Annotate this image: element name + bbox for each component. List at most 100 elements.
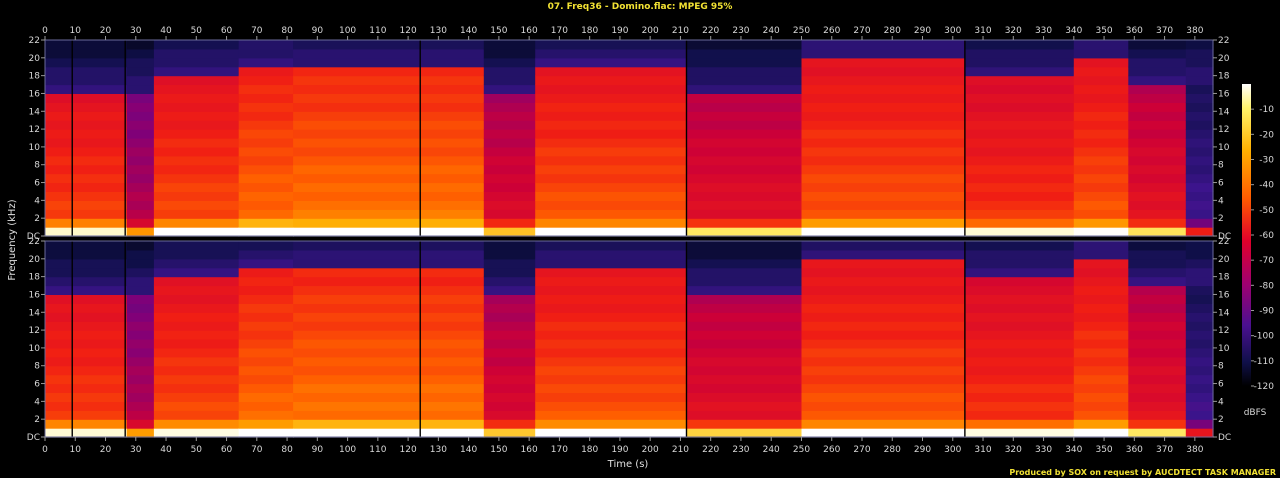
spectrogram-cell <box>1185 285 1214 295</box>
spectrogram-cell <box>801 365 966 376</box>
spectrogram-cell <box>1185 356 1214 367</box>
spectrogram-cell <box>686 428 803 438</box>
spectrogram-cell <box>126 365 155 376</box>
y-tick-label: 8 <box>34 161 40 171</box>
spectrogram-cell <box>1185 173 1214 184</box>
spectrogram-cell <box>1073 294 1129 304</box>
spectrogram-cell <box>535 200 688 210</box>
spectrogram-cell <box>1073 155 1129 166</box>
y-tick-label: 4 <box>34 397 40 407</box>
spectrogram-cell <box>483 294 536 304</box>
spectrogram-cell <box>1185 164 1214 175</box>
spectrogram-cell <box>801 258 966 269</box>
spectrogram-cell <box>483 428 536 438</box>
spectrogram-cell <box>535 191 688 201</box>
spectrogram-cell <box>153 57 240 68</box>
x-tick-label: 80 <box>281 445 293 455</box>
spectrogram-cell <box>1185 93 1214 103</box>
spectrogram-cell <box>801 392 966 402</box>
x-tick-label: 120 <box>400 26 417 36</box>
spectrogram-cell <box>964 294 1075 304</box>
spectrogram-cell <box>45 155 128 166</box>
spectrogram-cell <box>686 356 803 367</box>
spectrogram-cell <box>964 75 1075 86</box>
spectrogram-cell <box>238 40 294 50</box>
spectrogram-cell <box>801 312 966 322</box>
spectrogram-cell <box>535 339 688 349</box>
spectrogram-cell <box>293 138 485 148</box>
spectrogram-cell <box>153 241 240 251</box>
spectrogram-cell <box>45 410 128 420</box>
spectrogram-cell <box>238 383 294 393</box>
x-tick-label: 340 <box>1065 445 1082 455</box>
spectrogram-cell <box>1073 276 1129 287</box>
spectrogram-cell <box>1185 75 1214 86</box>
spectrogram-cell <box>1128 164 1187 175</box>
spectrogram-cell <box>1185 383 1214 393</box>
spectrogram-cell <box>293 401 485 411</box>
x-tick-label: 360 <box>1126 26 1143 36</box>
spectrogram-cell <box>1128 102 1187 112</box>
spectrogram-cell <box>293 339 485 349</box>
x-tick-label: 20 <box>100 445 112 455</box>
spectrogram-cell <box>45 75 128 86</box>
spectrogram-cell <box>293 374 485 385</box>
spectrogram-cell <box>126 383 155 393</box>
spectrogram-cell <box>45 356 128 367</box>
spectrogram-cell <box>1128 401 1187 411</box>
spectrogram-cell <box>45 276 128 287</box>
spectrogram-cell <box>964 392 1075 402</box>
x-tick-label: 100 <box>339 26 356 36</box>
spectrogram-cell <box>1073 312 1129 322</box>
spectrogram-cell <box>535 374 688 385</box>
spectrogram-cell <box>238 66 294 77</box>
spectrogram-cell <box>238 347 294 358</box>
spectrogram-cell <box>293 111 485 121</box>
spectrogram-cell <box>153 392 240 402</box>
spectrogram-cell <box>801 383 966 393</box>
spectrogram-cell <box>1073 93 1129 103</box>
spectrogram-cell <box>238 303 294 313</box>
spectrogram-cell <box>535 120 688 130</box>
spectrogram-cell <box>45 374 128 385</box>
x-tick-label: 290 <box>914 445 931 455</box>
spectrogram-cell <box>1073 330 1129 340</box>
spectrogram-cell <box>801 330 966 340</box>
spectrogram-cell <box>686 330 803 340</box>
x-tick-label: 380 <box>1186 445 1203 455</box>
y-tick-label: 8 <box>1218 362 1224 372</box>
spectrogram-cell <box>45 66 128 77</box>
x-tick-label: 290 <box>914 26 931 36</box>
spectrogram-cell <box>1073 303 1129 313</box>
spectrogram-cell <box>238 209 294 219</box>
y-tick-label: 16 <box>1218 89 1230 99</box>
spectrogram-cell <box>45 200 128 210</box>
spectrogram-cell <box>686 164 803 175</box>
spectrogram-cell <box>293 48 485 59</box>
spectrogram-cell <box>535 138 688 148</box>
spectrogram-cell <box>238 57 294 68</box>
spectrogram-cell <box>293 155 485 166</box>
spectrogram-cell <box>126 276 155 287</box>
spectrogram-cell <box>535 182 688 192</box>
y-tick-label: 6 <box>34 179 40 189</box>
spectrogram-cell <box>45 57 128 68</box>
x-tick-label: 70 <box>251 26 263 36</box>
spectrogram-cell <box>801 102 966 112</box>
x-tick-label: 370 <box>1156 445 1173 455</box>
spectrogram-cell <box>1073 241 1129 251</box>
spectrogram-cell <box>153 303 240 313</box>
spectrogram-cell <box>483 182 536 192</box>
spectrogram-cell <box>483 285 536 295</box>
y-tick-label: 18 <box>1218 273 1230 283</box>
spectrogram-cell <box>238 218 294 228</box>
spectrogram-cell <box>126 258 155 269</box>
spectrogram-cell <box>535 258 688 269</box>
spectrogram-cell <box>1073 75 1129 86</box>
spectrogram-cell <box>45 347 128 358</box>
spectrogram-cell <box>238 258 294 269</box>
spectrogram-cell <box>153 40 240 50</box>
spectrogram-cell <box>238 392 294 402</box>
spectrogram-cell <box>686 146 803 157</box>
